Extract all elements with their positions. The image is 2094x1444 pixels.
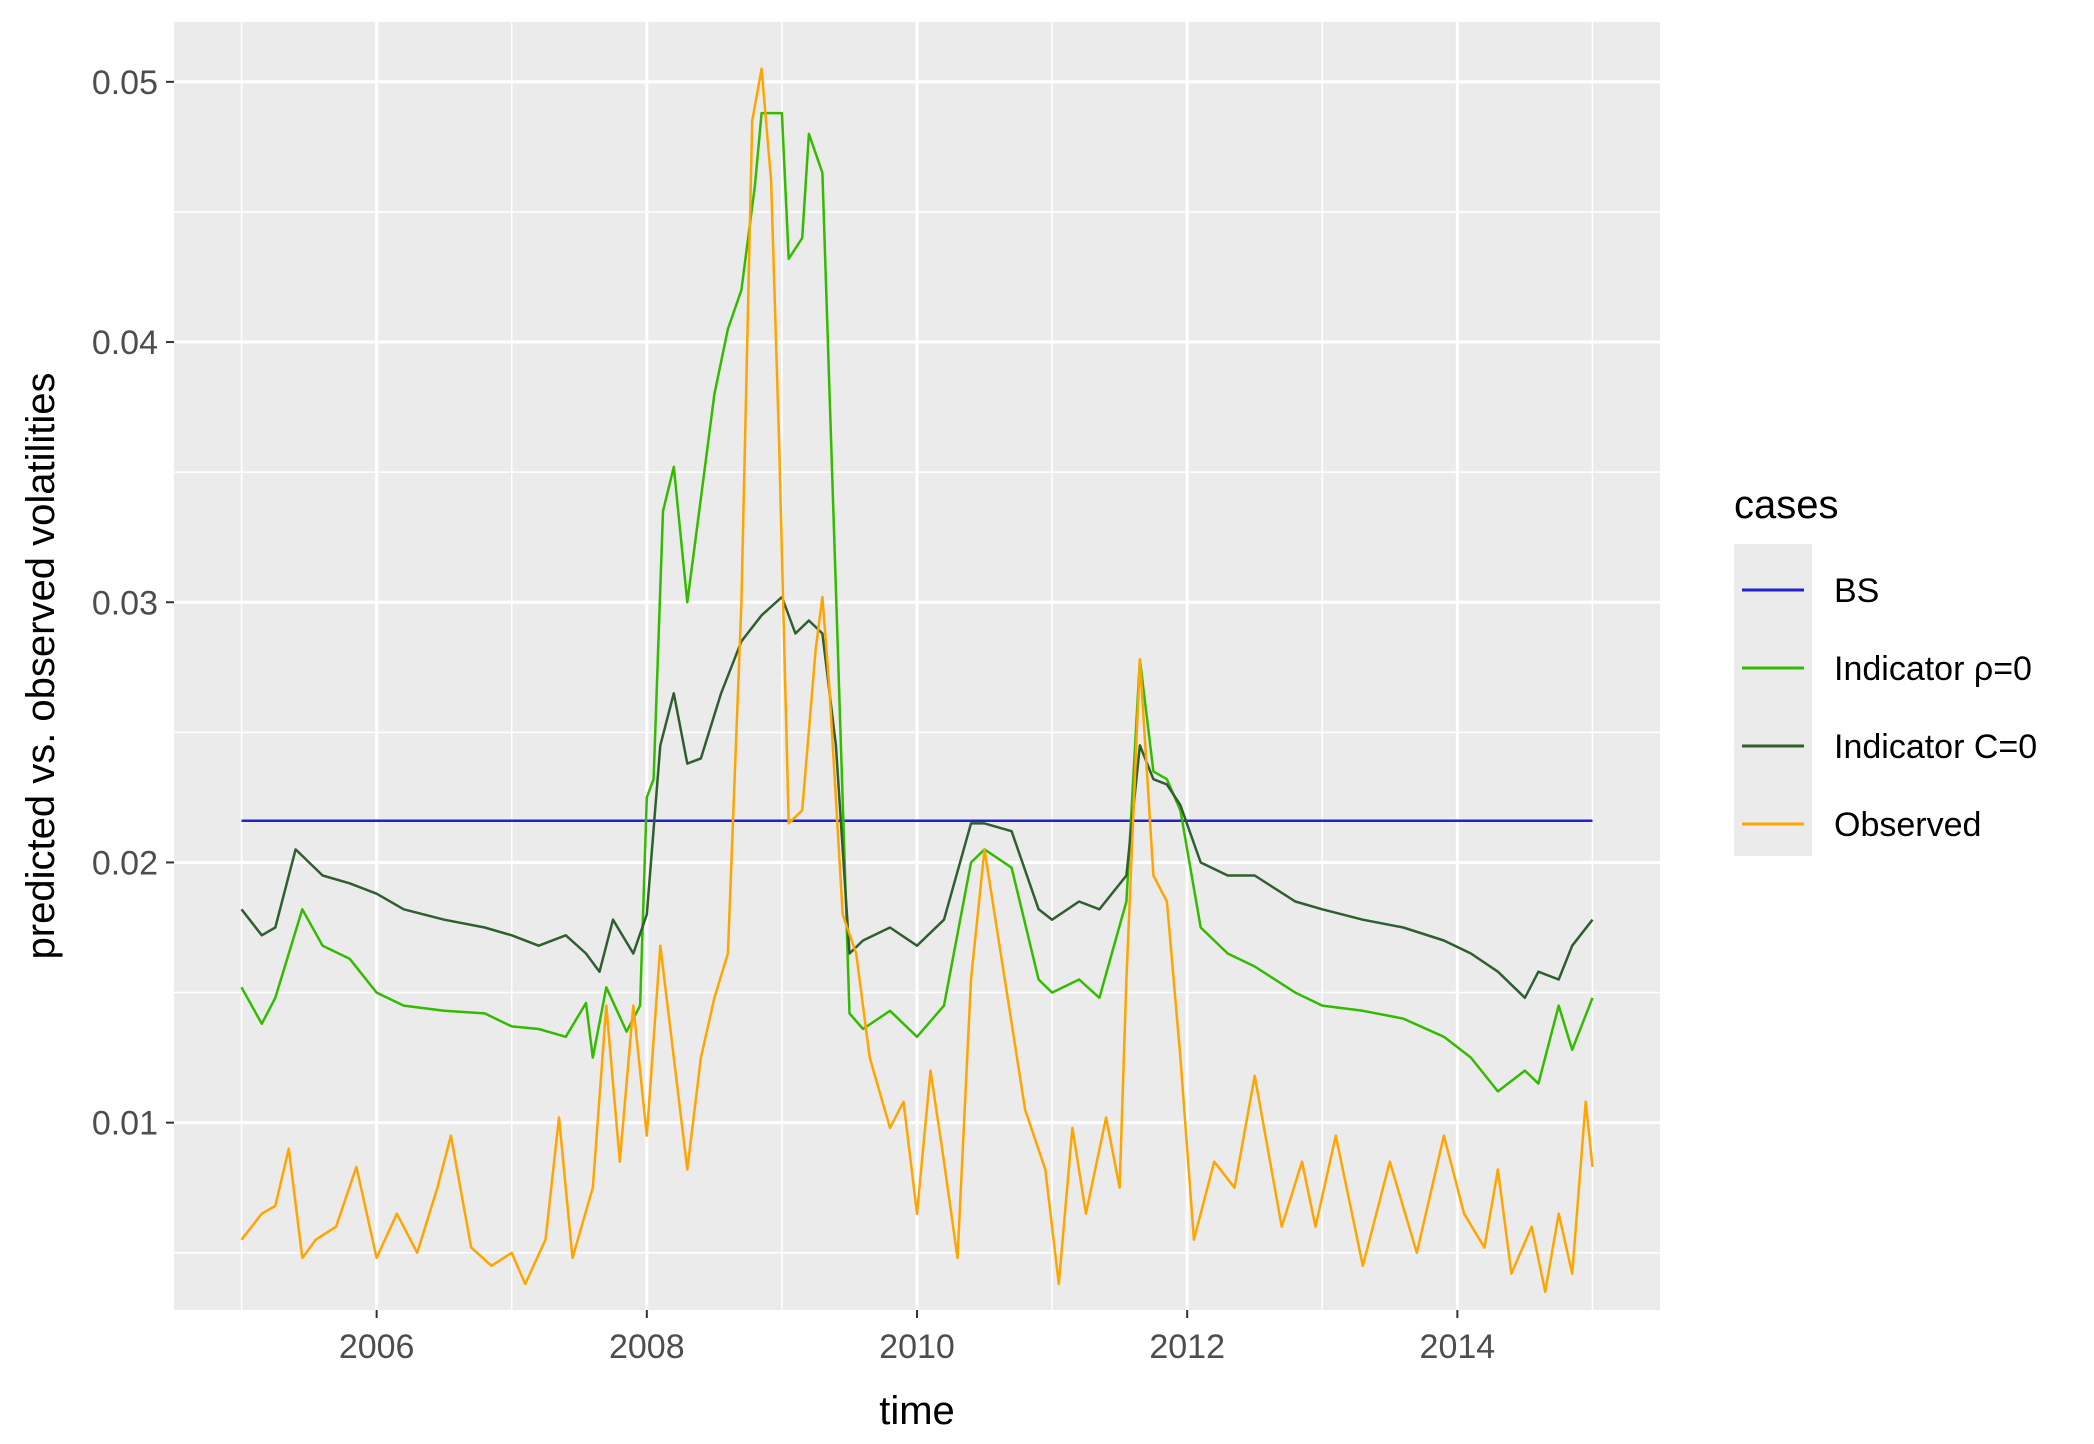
legend-title: cases: [1734, 483, 1839, 527]
y-tick-label: 0.02: [92, 844, 158, 882]
x-tick-label: 2014: [1420, 1328, 1496, 1366]
series-line-indicator-0: [240, 111, 1594, 1093]
x-axis-title: time: [879, 1389, 955, 1433]
x-tick-label: 2006: [339, 1328, 415, 1366]
y-tick-label: 0.05: [92, 64, 158, 102]
legend-label-indicator-c: Indicator C=0: [1834, 728, 2037, 766]
y-axis-title: predicted vs. observed volatilities: [19, 373, 63, 960]
legend-key-background: [1734, 544, 1812, 856]
axis-ticks: 2006 2008 2010 2012 2014 0.01 0.02 0.03 0.04 0.05: [92, 64, 1495, 1366]
legend-label-observed: Observed: [1834, 806, 1981, 844]
y-tick-label: 0.03: [92, 584, 158, 622]
legend-label-indicator-rho: Indicator ρ=0: [1834, 650, 2032, 688]
y-tick-label: 0.04: [92, 324, 158, 362]
series-lines: [240, 67, 1594, 1294]
y-tick-label: 0.01: [92, 1105, 158, 1143]
x-tick-label: 2010: [879, 1328, 955, 1366]
legend: cases BS Indicator ρ=0 Indicator C=0 Obs…: [1734, 483, 2037, 856]
grid-lines: [174, 22, 1660, 1310]
x-tick-label: 2008: [609, 1328, 685, 1366]
legend-label-bs: BS: [1834, 572, 1879, 610]
x-tick-label: 2012: [1149, 1328, 1225, 1366]
series-line-observed: [240, 67, 1594, 1294]
series-line-indicator-c-0: [240, 595, 1594, 1000]
